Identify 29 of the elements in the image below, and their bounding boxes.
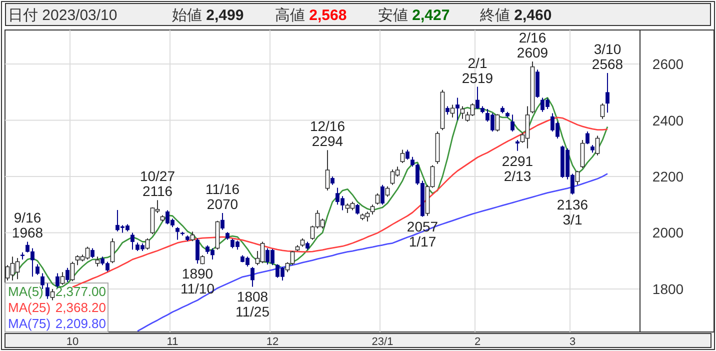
y-tick-label: 2600 [652,56,684,72]
y-tick-label: 2000 [652,224,684,241]
x-tick-label: 12 [266,336,279,348]
legend: MA(5) 2,377.00 MA(25) 2,368.20 MA(75) 2,209.80 [4,282,108,332]
x-tick-label: 23/1 [372,336,394,348]
y-tick-label: 1800 [652,280,684,297]
note: 2057 1/17 [406,218,438,250]
note: 2291 2/13 [502,152,534,184]
chart-title: 日付 2023/03/10 [8,7,118,24]
note: 10/27 2116 [140,168,176,200]
note: 2/1 2519 [462,54,494,86]
x-tick-label: 11 [166,336,178,348]
note: 2/16 2609 [516,30,548,60]
note: 12/16 2294 [310,118,346,150]
y-tick-label: 2200 [652,168,684,184]
line-series [136,172,608,332]
note: 2136 3/1 [556,196,588,228]
x-tick-label: 3 [569,336,576,348]
x-tick-label: 2 [474,336,481,348]
note: 1890 11/10 [180,266,214,297]
y-tick-label: 2400 [652,112,684,128]
note: 3/10 2568 [592,41,624,72]
note: 11/16 2070 [206,181,240,212]
note: 9/16 1968 [12,210,44,241]
note: 1808 11/25 [236,288,270,320]
header: 日付 2023/03/10 始値 2,499 高値 2,568 安値 2,427 終値 2,460 [5,3,711,26]
series-label: MA(5) 2,377.00 [8,284,106,299]
series-label: MA(25) 2,368.20 [8,300,106,315]
x-tick-label: 10 [66,336,79,348]
